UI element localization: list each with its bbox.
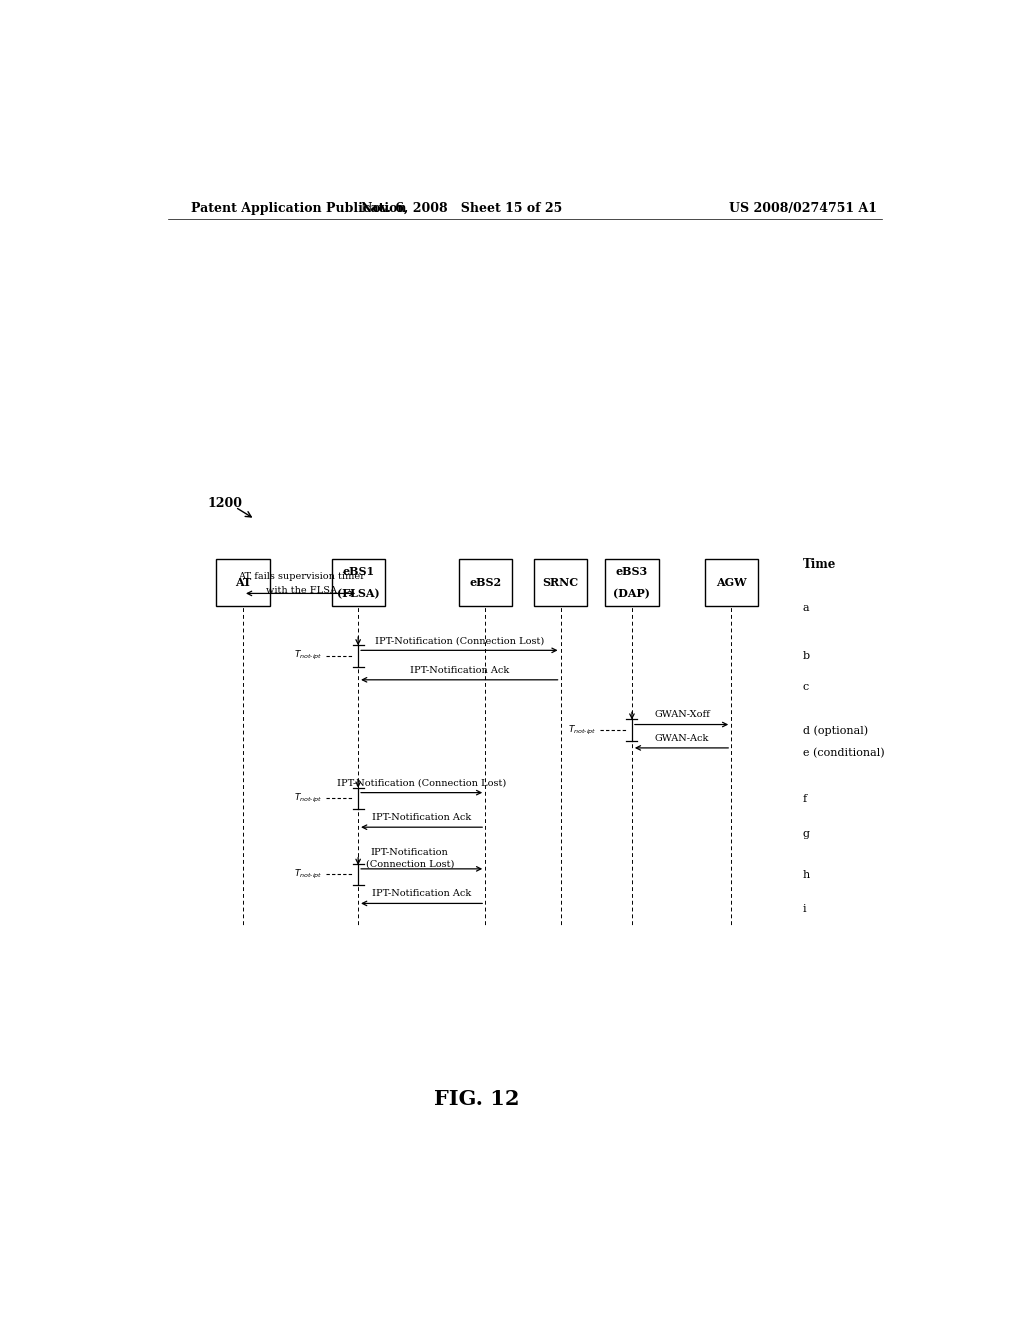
- Text: SRNC: SRNC: [543, 577, 579, 587]
- Text: IPT-Notification (Connection Lost): IPT-Notification (Connection Lost): [375, 636, 545, 645]
- Text: Nov. 6, 2008   Sheet 15 of 25: Nov. 6, 2008 Sheet 15 of 25: [360, 202, 562, 215]
- Text: IPT-Notification Ack: IPT-Notification Ack: [372, 813, 471, 822]
- Text: e (conditional): e (conditional): [803, 748, 884, 758]
- Text: g: g: [803, 829, 810, 840]
- Text: US 2008/0274751 A1: US 2008/0274751 A1: [728, 202, 877, 215]
- FancyBboxPatch shape: [705, 558, 758, 606]
- FancyBboxPatch shape: [459, 558, 512, 606]
- Text: $T_{not\text{-}ipt}$: $T_{not\text{-}ipt}$: [294, 792, 323, 805]
- Text: Patent Application Publication: Patent Application Publication: [191, 202, 407, 215]
- Text: with the FLSA: with the FLSA: [265, 586, 337, 595]
- Text: IPT-Notification Ack: IPT-Notification Ack: [372, 890, 471, 899]
- Text: IPT-Notification Ack: IPT-Notification Ack: [410, 665, 509, 675]
- Text: eBS1: eBS1: [342, 565, 374, 577]
- Text: $T_{not\text{-}ipt}$: $T_{not\text{-}ipt}$: [567, 723, 596, 737]
- Text: AT fails supervision timer: AT fails supervision timer: [238, 573, 365, 581]
- Text: GWAN-Ack: GWAN-Ack: [654, 734, 710, 743]
- Text: 1200: 1200: [207, 498, 243, 511]
- Text: d (optional): d (optional): [803, 726, 867, 737]
- FancyBboxPatch shape: [216, 558, 269, 606]
- Text: c: c: [803, 682, 809, 692]
- FancyBboxPatch shape: [534, 558, 587, 606]
- FancyBboxPatch shape: [332, 558, 385, 606]
- Text: GWAN-Xoff: GWAN-Xoff: [654, 710, 710, 719]
- Text: i: i: [803, 903, 806, 913]
- Text: f: f: [803, 793, 807, 804]
- Text: b: b: [803, 652, 810, 661]
- Text: (DAP): (DAP): [613, 587, 650, 599]
- Text: Time: Time: [803, 558, 836, 572]
- Text: eBS2: eBS2: [469, 577, 501, 587]
- Text: (Connection Lost): (Connection Lost): [366, 859, 454, 869]
- Text: AGW: AGW: [716, 577, 746, 587]
- Text: $T_{not\text{-}ipt}$: $T_{not\text{-}ipt}$: [294, 869, 323, 880]
- Text: (FLSA): (FLSA): [337, 587, 380, 599]
- Text: IPT-Notification (Connection Lost): IPT-Notification (Connection Lost): [337, 779, 506, 788]
- Text: eBS3: eBS3: [615, 565, 648, 577]
- Text: $T_{not\text{-}ipt}$: $T_{not\text{-}ipt}$: [294, 649, 323, 663]
- FancyBboxPatch shape: [605, 558, 658, 606]
- Text: FIG. 12: FIG. 12: [434, 1089, 520, 1109]
- Text: h: h: [803, 870, 810, 880]
- Text: a: a: [803, 603, 809, 612]
- Text: IPT-Notification: IPT-Notification: [371, 847, 449, 857]
- Text: AT: AT: [234, 577, 251, 587]
